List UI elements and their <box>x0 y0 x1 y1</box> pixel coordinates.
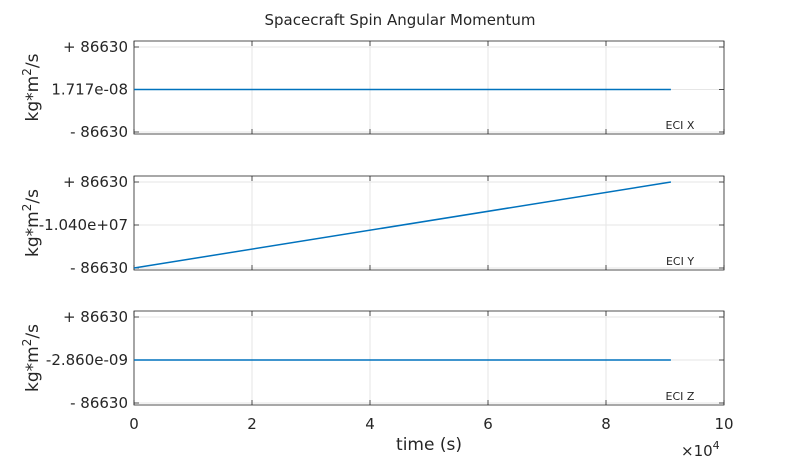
panel-axes-box <box>133 40 725 135</box>
y-tick-label: + 86630 <box>63 173 128 191</box>
y-axis-label-base: kg*m <box>23 76 43 122</box>
panel-3: + 86630 -2.860e-09 - 86630 kg*m2/s ECI Z <box>20 308 725 412</box>
y-tick-label: -1.040e+07 <box>39 216 128 234</box>
x-tick-label: 10 <box>714 415 733 433</box>
chart-title: Spacecraft Spin Angular Momentum <box>264 11 535 29</box>
panel-background <box>134 41 724 134</box>
y-axis-label: kg*m2/s <box>20 324 43 392</box>
panel-2: + 86630 -1.040e+07 - 86630 kg*m2/s ECI Y <box>20 173 725 277</box>
y-tick-label: - 86630 <box>70 123 128 141</box>
panel-1: + 86630 1.717e-08 - 86630 kg*m2/s ECI X <box>20 38 725 141</box>
x-tick-label: 6 <box>483 415 493 433</box>
x-tick-label: 0 <box>129 415 139 433</box>
x-tick-label: 8 <box>601 415 611 433</box>
y-tick-label: + 86630 <box>63 308 128 326</box>
y-axis-label-sup: 2 <box>20 204 34 212</box>
y-axis-label-tail: /s <box>23 53 43 68</box>
y-tick-label: 1.717e-08 <box>51 81 128 99</box>
x-axis-label: time (s) <box>396 435 462 455</box>
y-axis-label: kg*m2/s <box>20 189 43 257</box>
y-tick-label: + 86630 <box>63 38 128 56</box>
y-axis-label-base: kg*m <box>23 346 43 392</box>
y-axis-label-tail: /s <box>23 189 43 204</box>
y-axis-label-tail: /s <box>23 324 43 339</box>
y-axis-label-base: kg*m <box>23 211 43 257</box>
y-axis-label-sup: 2 <box>20 339 34 347</box>
panel-background <box>134 311 724 405</box>
y-tick-label: -2.860e-09 <box>46 351 128 369</box>
panel-axes-box <box>133 310 725 406</box>
y-axis-label: kg*m2/s <box>20 53 43 121</box>
x-axis: 0 2 4 6 8 10 <box>129 415 733 433</box>
x-exponent-label: ×104 <box>681 439 720 459</box>
x-tick-label: 2 <box>247 415 257 433</box>
x-exponent-base: ×10 <box>681 442 713 459</box>
series-line <box>133 181 672 269</box>
panel-axes-box <box>133 175 725 271</box>
y-axis-label-sup: 2 <box>20 68 34 76</box>
x-exponent-power: 4 <box>713 439 720 452</box>
panel-label: ECI Y <box>666 255 694 268</box>
panel-label: ECI X <box>666 119 695 132</box>
y-tick-label: - 86630 <box>70 259 128 277</box>
x-tick-label: 4 <box>365 415 375 433</box>
y-tick-label: - 86630 <box>70 394 128 412</box>
panel-background <box>134 176 724 270</box>
panel-label: ECI Z <box>666 390 695 403</box>
